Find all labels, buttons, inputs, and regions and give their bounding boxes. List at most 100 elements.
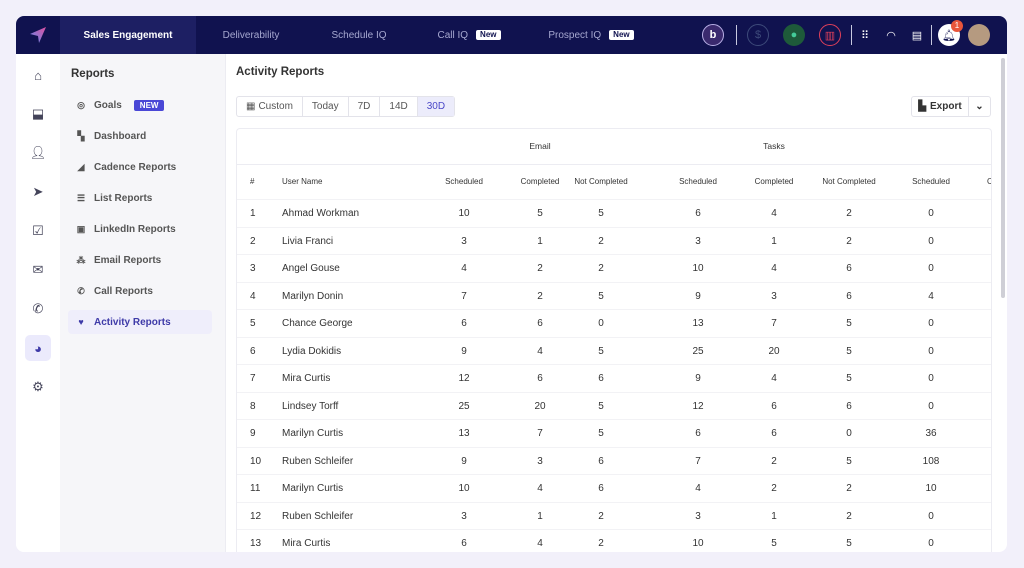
table-row[interactable]: 5 Chance George 6 6 0 13 7 5 0 xyxy=(237,309,991,336)
sidebar-item-activity-reports[interactable]: ♥ Activity Reports xyxy=(68,310,212,334)
user-name: Marilyn Curtis xyxy=(282,428,344,439)
table-cell: 10 xyxy=(250,455,262,467)
tab-label: Call IQ xyxy=(437,29,469,41)
sidebar-item-list-reports[interactable]: ☰ List Reports xyxy=(68,186,212,210)
sidebar-item-linkedin-reports[interactable]: ▣ LinkedIn Reports xyxy=(68,217,212,241)
tab-schedule-iq[interactable]: Schedule IQ xyxy=(306,16,412,54)
range-14d[interactable]: 14D xyxy=(380,97,418,116)
table-row[interactable]: 12 Ruben Schleifer 3 1 2 3 1 2 0 xyxy=(237,501,991,529)
send-icon[interactable]: ➤ xyxy=(32,184,44,199)
table-row[interactable]: 10 Ruben Schleifer 9 3 6 7 2 5 108 xyxy=(237,446,991,474)
user-icon[interactable]: 👤︎ xyxy=(29,145,47,160)
table-cell: 6 xyxy=(771,428,777,439)
range-today[interactable]: Today xyxy=(303,97,349,116)
pie-chart-icon[interactable]: ◕ xyxy=(25,335,51,361)
table-cell: 3 xyxy=(461,235,467,247)
tab-call-iq[interactable]: Call IQ New xyxy=(412,16,526,54)
table-cell: 5 xyxy=(250,318,256,329)
phone-icon[interactable]: ✆ xyxy=(32,301,44,316)
home-icon[interactable]: ⌂ xyxy=(34,67,42,83)
table-cell: 20 xyxy=(534,400,546,412)
chart-icon[interactable]: ▥ xyxy=(819,24,841,46)
book-icon[interactable]: ▤ xyxy=(911,29,923,42)
sidebar-item-icon: ♥ xyxy=(78,317,84,327)
table-row[interactable]: 6 Lydia Dokidis 9 4 5 25 20 5 0 xyxy=(237,336,991,364)
sidebar-item-label: Goals xyxy=(94,99,122,111)
avatar[interactable] xyxy=(968,24,990,46)
user-name: Lydia Dokidis xyxy=(282,345,342,357)
range-30d[interactable]: 30D xyxy=(417,97,455,116)
range-label: 14D xyxy=(389,101,408,112)
brand-icon[interactable]: b xyxy=(702,24,724,46)
dialpad-icon[interactable]: ⠿ xyxy=(860,29,870,42)
table-cell: 1 xyxy=(250,208,256,219)
column-header: Completed xyxy=(520,177,560,186)
tab-label: Deliverability xyxy=(222,29,280,41)
table-cell: 7 xyxy=(771,318,777,329)
logo-icon[interactable] xyxy=(16,16,60,54)
sidebar-item-cadence-reports[interactable]: ◢ Cadence Reports xyxy=(68,155,212,179)
notification-badge: 1 xyxy=(951,20,963,32)
table-cell: 0 xyxy=(928,510,934,522)
table-row[interactable]: 4 Marilyn Donin 7 2 5 9 3 6 4 xyxy=(237,281,991,309)
export-button[interactable]: ▙ Export xyxy=(912,97,969,116)
table-cell: 25 xyxy=(458,400,470,412)
new-badge: New xyxy=(476,30,501,40)
column-header: C xyxy=(987,177,991,186)
column-header: # xyxy=(250,177,255,186)
mail-icon[interactable]: ✉ xyxy=(32,262,44,277)
table-row[interactable]: 11 Marilyn Curtis 10 4 6 4 2 2 10 xyxy=(237,474,991,501)
table-cell: 4 xyxy=(250,290,256,302)
sidebar-item-goals[interactable]: ◎ Goals NEW xyxy=(68,93,212,117)
tab-prospect-iq[interactable]: Prospect IQ New xyxy=(526,16,656,54)
table-row[interactable]: 7 Mira Curtis 12 6 6 9 4 5 0 xyxy=(237,364,991,391)
table-cell: 0 xyxy=(928,235,934,247)
user-name: Ruben Schleifer xyxy=(282,455,354,467)
table-row[interactable]: 1 Ahmad Workman 10 5 5 6 4 2 0 xyxy=(237,199,991,226)
table-cell: 4 xyxy=(537,345,543,357)
sidebar-item-email-reports[interactable]: ⁂ Email Reports xyxy=(68,248,212,272)
user-name: Ahmad Workman xyxy=(282,208,360,219)
export-dropdown-chevron-icon[interactable]: ⌄ xyxy=(975,101,984,112)
headset-icon[interactable]: ◠ xyxy=(886,29,896,42)
contact-icon[interactable]: ● xyxy=(783,24,805,46)
sidebar-item-call-reports[interactable]: ✆ Call Reports xyxy=(68,279,212,303)
table-cell: 10 xyxy=(458,483,470,494)
table-cell: 4 xyxy=(771,263,777,274)
dollar-icon[interactable]: $ xyxy=(747,24,769,46)
table-row[interactable]: 13 Mira Curtis 6 4 2 10 5 5 0 xyxy=(237,529,991,552)
sidebar-title: Reports xyxy=(71,68,115,80)
inbox-icon[interactable]: ⬓ xyxy=(31,106,45,121)
table-cell: 5 xyxy=(598,208,604,219)
tab-deliverability[interactable]: Deliverability xyxy=(196,16,306,54)
table-cell: 7 xyxy=(250,373,256,384)
table-cell: 3 xyxy=(695,235,701,247)
table-row[interactable]: 9 Marilyn Curtis 13 7 5 6 6 0 36 xyxy=(237,419,991,446)
scrollbar[interactable] xyxy=(1001,58,1005,298)
range-7d[interactable]: 7D xyxy=(349,97,381,116)
table-row[interactable]: 2 Livia Franci 3 1 2 3 1 2 0 xyxy=(237,226,991,254)
clipboard-icon[interactable]: ☑ xyxy=(32,223,44,238)
user-name: Livia Franci xyxy=(282,235,334,247)
tab-sales-engagement[interactable]: Sales Engagement xyxy=(60,16,196,54)
sidebar-item-icon: ◢ xyxy=(77,161,85,172)
user-name: Mira Curtis xyxy=(282,538,331,549)
tab-label: Prospect IQ xyxy=(548,29,602,41)
table-row[interactable]: 3 Angel Gouse 4 2 2 10 4 6 0 xyxy=(237,254,991,281)
table-cell: 6 xyxy=(598,455,604,467)
table-cell: 2 xyxy=(537,290,543,302)
table-cell: 4 xyxy=(695,483,701,494)
table-cell: 0 xyxy=(928,318,934,329)
table-row[interactable]: 8 Lindsey Torff 25 20 5 12 6 6 0 xyxy=(237,391,991,419)
column-header: Completed xyxy=(754,177,794,186)
sidebar-item-dashboard[interactable]: ▚ Dashboard xyxy=(68,124,212,148)
table-cell: 1 xyxy=(537,510,543,522)
table-cell: 0 xyxy=(598,318,604,329)
table-cell: 4 xyxy=(461,263,467,274)
range-label: 7D xyxy=(357,101,371,112)
range-custom[interactable]: ▦ Custom xyxy=(237,97,303,116)
table-cell: 5 xyxy=(598,400,604,412)
table-cell: 3 xyxy=(250,263,256,274)
table-cell: 12 xyxy=(692,400,704,412)
gear-icon[interactable]: ⚙ xyxy=(32,379,44,394)
